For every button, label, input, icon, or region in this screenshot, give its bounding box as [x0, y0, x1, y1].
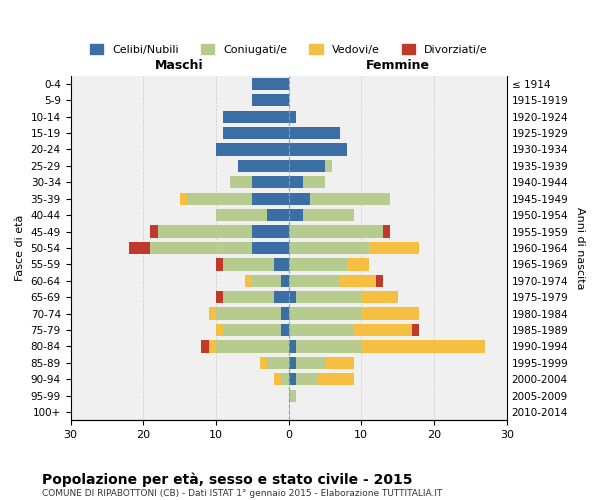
Bar: [289, 160, 325, 172]
Bar: [289, 274, 340, 287]
Bar: [223, 324, 281, 336]
Bar: [289, 242, 368, 254]
Bar: [252, 226, 289, 237]
Bar: [318, 373, 354, 386]
Bar: [361, 308, 419, 320]
Bar: [289, 127, 340, 139]
Bar: [223, 291, 274, 304]
Text: COMUNE DI RIPABOTTONI (CB) - Dati ISTAT 1° gennaio 2015 - Elaborazione TUTTITALI: COMUNE DI RIPABOTTONI (CB) - Dati ISTAT …: [42, 489, 442, 498]
Bar: [223, 258, 274, 270]
Bar: [216, 291, 223, 304]
Bar: [128, 242, 151, 254]
Bar: [274, 258, 289, 270]
Bar: [289, 324, 354, 336]
Bar: [289, 226, 383, 237]
Bar: [209, 340, 216, 352]
Text: Femmine: Femmine: [365, 60, 430, 72]
Bar: [230, 176, 252, 188]
Bar: [354, 324, 412, 336]
Bar: [252, 78, 289, 90]
Bar: [187, 192, 252, 205]
Bar: [209, 308, 216, 320]
Bar: [274, 373, 281, 386]
Bar: [179, 192, 187, 205]
Bar: [252, 274, 281, 287]
Bar: [289, 356, 296, 369]
Bar: [289, 209, 303, 222]
Bar: [267, 209, 289, 222]
Bar: [289, 291, 296, 304]
Y-axis label: Fasce di età: Fasce di età: [15, 215, 25, 281]
Text: Popolazione per età, sesso e stato civile - 2015: Popolazione per età, sesso e stato civil…: [42, 472, 413, 487]
Bar: [289, 308, 361, 320]
Bar: [252, 176, 289, 188]
Bar: [238, 160, 289, 172]
Bar: [289, 192, 310, 205]
Bar: [289, 144, 347, 156]
Bar: [245, 274, 252, 287]
Legend: Celibi/Nubili, Coniugati/e, Vedovi/e, Divorziati/e: Celibi/Nubili, Coniugati/e, Vedovi/e, Di…: [85, 40, 492, 60]
Bar: [289, 110, 296, 123]
Bar: [289, 373, 296, 386]
Bar: [383, 226, 391, 237]
Bar: [216, 308, 281, 320]
Bar: [361, 340, 485, 352]
Bar: [303, 176, 325, 188]
Bar: [151, 242, 252, 254]
Bar: [216, 144, 289, 156]
Bar: [412, 324, 419, 336]
Bar: [303, 209, 354, 222]
Bar: [310, 192, 391, 205]
Bar: [252, 192, 289, 205]
Bar: [281, 373, 289, 386]
Bar: [347, 258, 368, 270]
Bar: [223, 110, 289, 123]
Bar: [376, 274, 383, 287]
Bar: [267, 356, 289, 369]
Bar: [216, 209, 267, 222]
Bar: [289, 258, 347, 270]
Bar: [325, 160, 332, 172]
Bar: [202, 340, 209, 352]
Bar: [216, 258, 223, 270]
Bar: [296, 373, 318, 386]
Bar: [216, 324, 223, 336]
Bar: [281, 274, 289, 287]
Bar: [281, 308, 289, 320]
Bar: [289, 176, 303, 188]
Bar: [325, 356, 354, 369]
Bar: [216, 340, 289, 352]
Bar: [289, 390, 296, 402]
Bar: [252, 94, 289, 106]
Bar: [368, 242, 419, 254]
Bar: [289, 340, 296, 352]
Bar: [252, 242, 289, 254]
Bar: [281, 324, 289, 336]
Bar: [151, 226, 158, 237]
Bar: [223, 127, 289, 139]
Bar: [296, 291, 361, 304]
Bar: [296, 356, 325, 369]
Y-axis label: Anni di nascita: Anni di nascita: [575, 206, 585, 289]
Bar: [361, 291, 398, 304]
Bar: [340, 274, 376, 287]
Bar: [296, 340, 361, 352]
Text: Maschi: Maschi: [155, 60, 204, 72]
Bar: [158, 226, 252, 237]
Bar: [274, 291, 289, 304]
Bar: [260, 356, 267, 369]
